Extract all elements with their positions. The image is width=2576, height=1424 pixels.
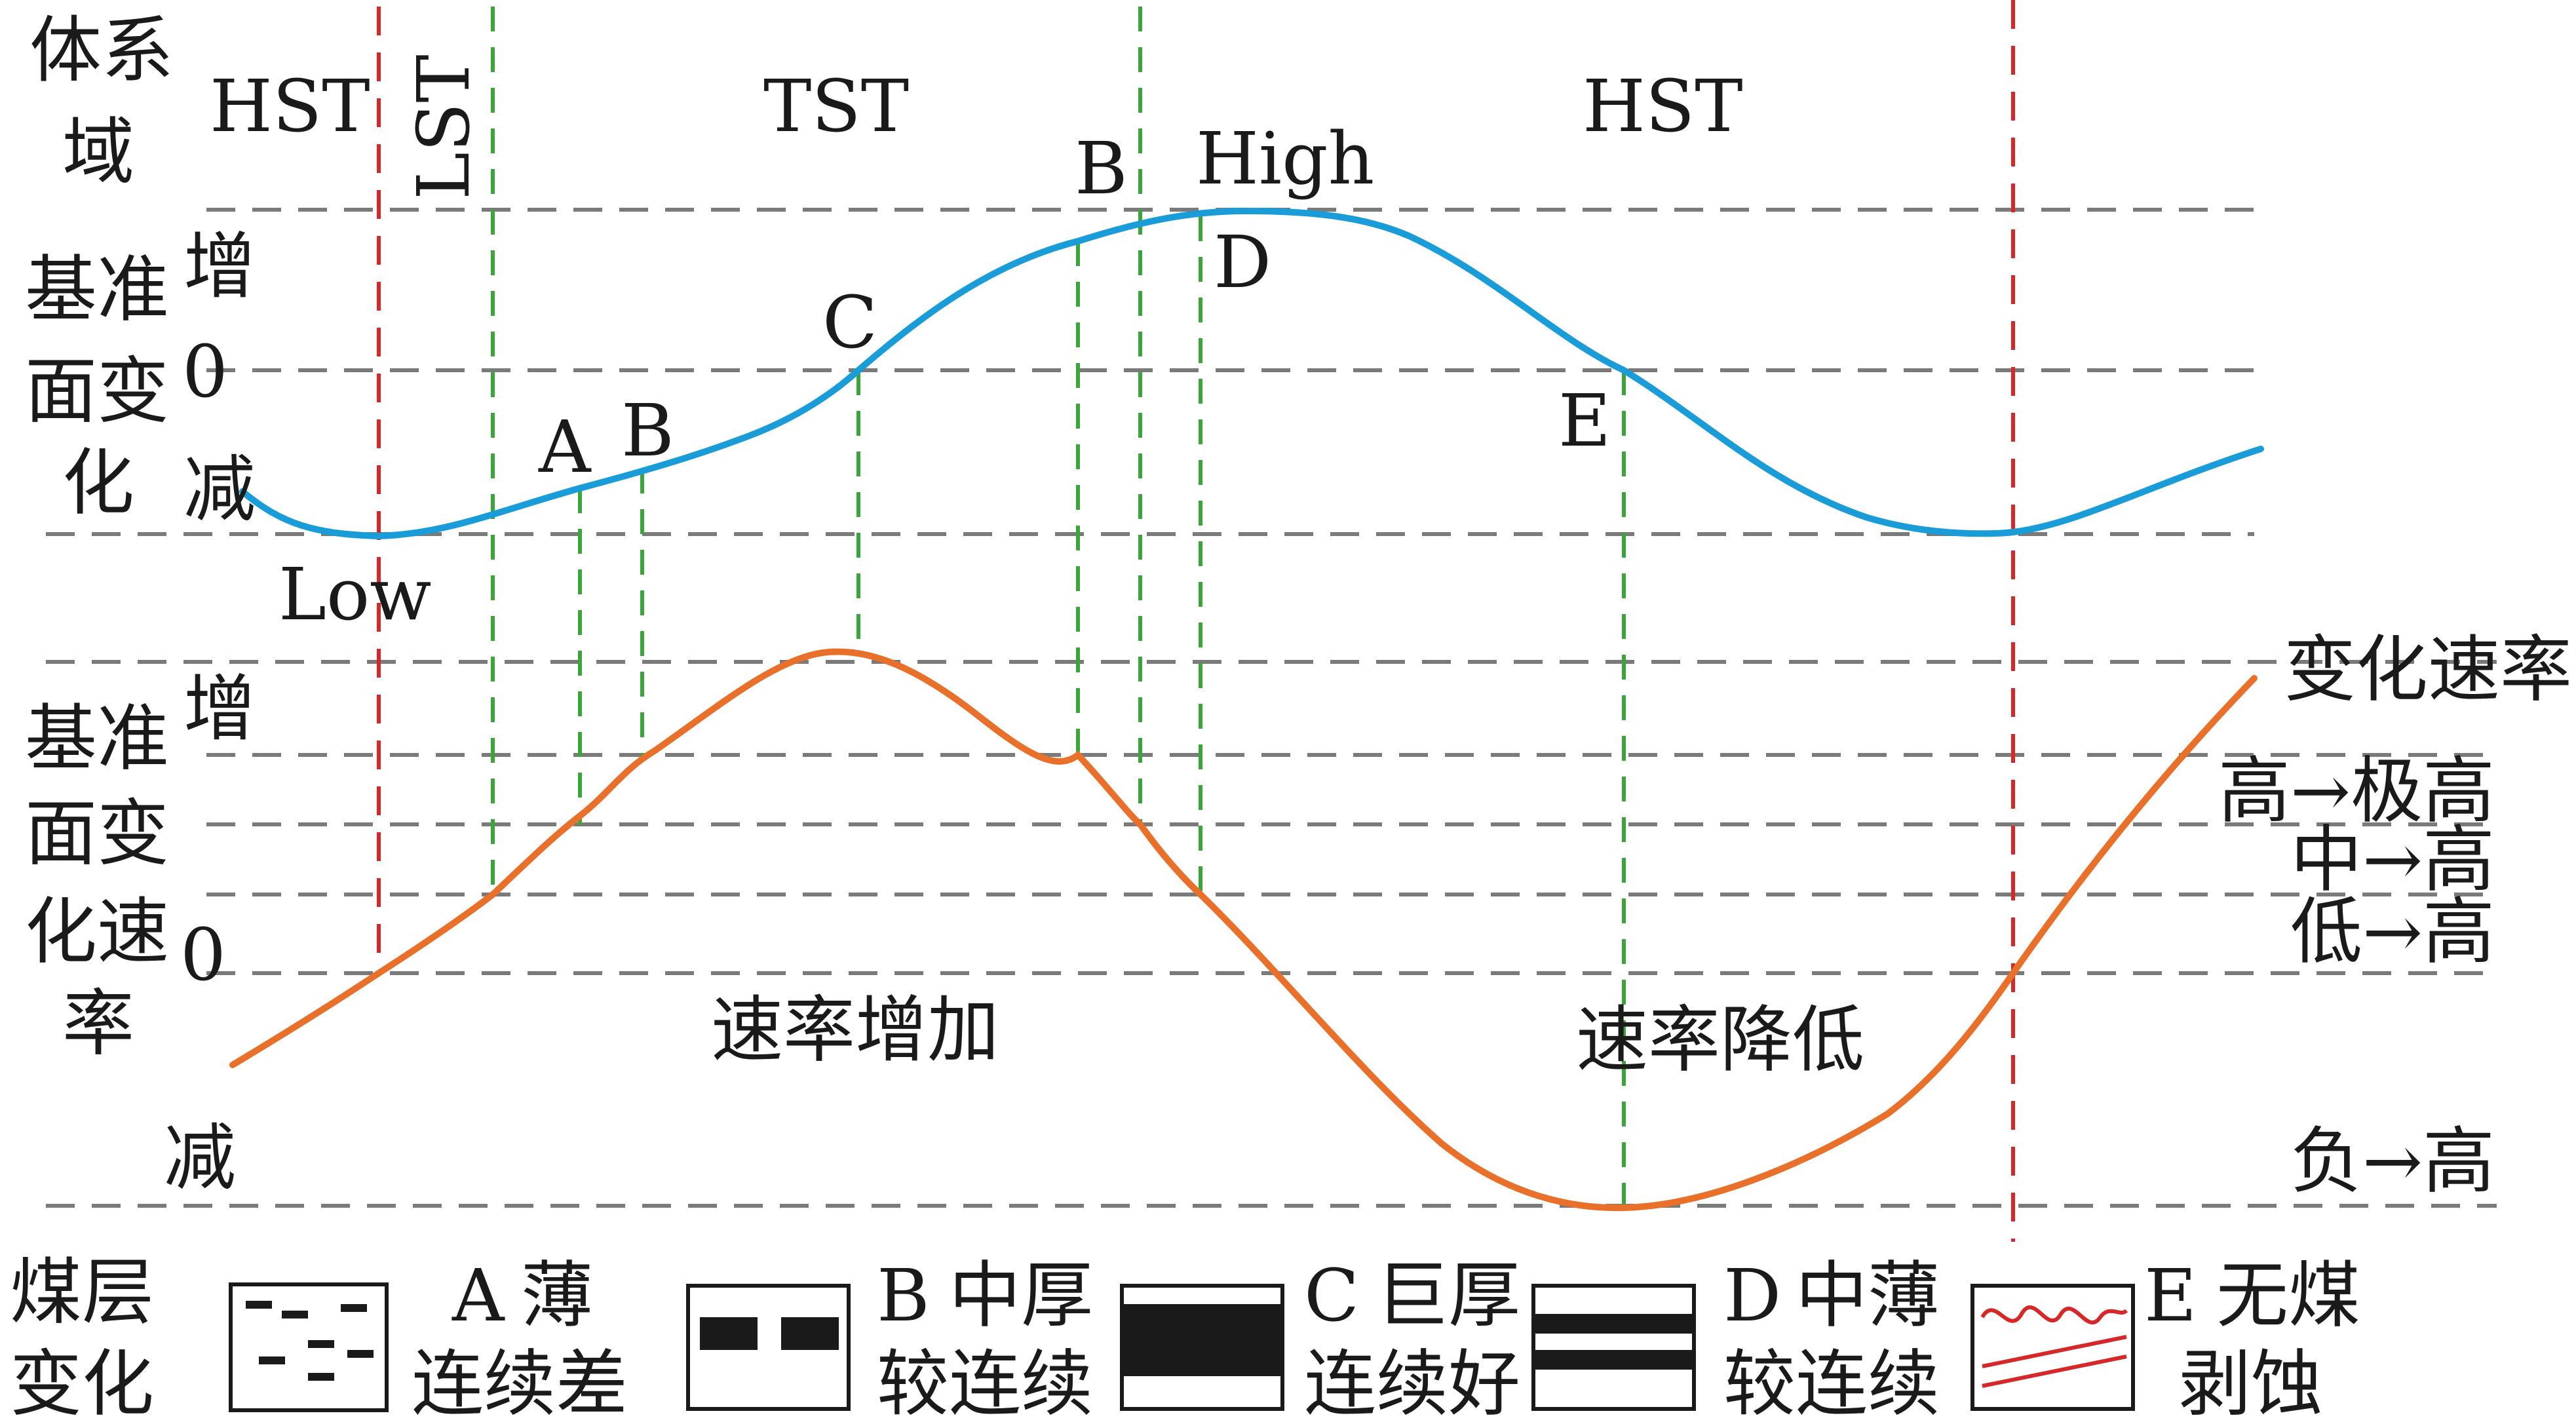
legend-e-line2: 剥蚀 <box>2179 1342 2323 1421</box>
rate-row-label-3: 化速 <box>25 890 169 974</box>
legend-item-b: B 中厚 较连续 <box>686 1254 1093 1424</box>
legend-c-block <box>1122 1304 1282 1376</box>
rate-decrease: 减 <box>164 1116 236 1200</box>
erosion-line-1 <box>1982 1335 2127 1368</box>
legend-b-line2: 较连续 <box>877 1342 1093 1421</box>
point-e: E <box>1558 379 1611 463</box>
rate-zero: 0 <box>180 913 226 997</box>
reference-lines <box>46 208 2497 1208</box>
rate-row-label-2: 面变 <box>25 792 169 876</box>
tract-lst: LST <box>402 54 486 200</box>
rate-curve <box>229 648 2258 1212</box>
erosion-wave-icon <box>1980 1305 2128 1324</box>
point-d: D <box>1214 220 1271 304</box>
tract-hst-right: HST <box>1583 64 1743 148</box>
legend-d-swatch <box>1531 1284 1696 1411</box>
rate-labels: 基准 面变 化速 率 增 0 减 速率增加 速率降低 变化速率 高→极高 中→高… <box>25 628 2572 1203</box>
baselevel-labels: 基准 面变 化 增 0 减 Low High A B C B D E <box>25 117 1611 636</box>
baselevel-low: Low <box>279 552 431 636</box>
tract-tst: TST <box>763 64 909 148</box>
legend-a-letter: A <box>452 1254 505 1337</box>
legend-d-letter: D <box>1723 1254 1781 1337</box>
legend-a-line1: 薄 <box>521 1254 593 1337</box>
baselevel-row-label-3: 化 <box>62 441 134 525</box>
legend-d-line2: 较连续 <box>1723 1342 1940 1421</box>
legend-c-line2: 连续好 <box>1304 1342 1520 1421</box>
legend-c-line1: 巨厚 <box>1376 1254 1520 1337</box>
legend-b-block-left <box>700 1317 758 1350</box>
baselevel-decrease: 减 <box>183 448 256 531</box>
legend-c-letter: C <box>1304 1254 1359 1337</box>
legend-row-label-2: 变化 <box>10 1342 154 1421</box>
point-c: C <box>822 280 877 364</box>
rate-right-title: 变化速率 <box>2284 628 2572 712</box>
baselevel-row-label-1: 基准 <box>25 248 169 332</box>
legend-e-letter: E <box>2144 1254 2197 1337</box>
legend-item-a: A 薄 连续差 <box>229 1254 628 1424</box>
rate-increase: 增 <box>183 667 256 751</box>
tract-row: 体系 域 HST LST TST HST <box>29 9 1743 200</box>
tract-row-label-2: 域 <box>62 110 134 194</box>
legend-row: 煤层 变化 A 薄 连续差 B 中厚 较连续 <box>10 1250 2360 1424</box>
marker-lines <box>491 7 1626 1206</box>
baselevel-high: High <box>1196 117 1374 201</box>
legend-b-block-right <box>781 1317 839 1350</box>
rate-up-label: 速率增加 <box>711 988 999 1072</box>
legend-row-label-1: 煤层 <box>10 1250 154 1334</box>
rate-row-label-4: 率 <box>62 982 134 1066</box>
tract-row-label-1: 体系 <box>29 9 174 92</box>
rate-level-3: 低→高 <box>2290 890 2495 974</box>
rate-down-label: 速率降低 <box>1576 998 1864 1082</box>
baselevel-row-label-2: 面变 <box>25 349 169 433</box>
baselevel-curve <box>239 207 2264 540</box>
legend-d-band-top <box>1533 1314 1694 1334</box>
legend-item-d: D 中薄 较连续 <box>1531 1254 1940 1424</box>
legend-b-letter: B <box>877 1254 930 1337</box>
legend-d-line1: 中薄 <box>1796 1254 1940 1337</box>
legend-item-c: C 巨厚 连续好 <box>1120 1254 1520 1424</box>
legend-e-swatch <box>1970 1284 2135 1411</box>
point-b1: B <box>621 389 674 472</box>
legend-a-dashes-icon <box>246 1301 374 1381</box>
legend-e-line1: 无煤 <box>2216 1254 2360 1337</box>
baselevel-zero: 0 <box>182 330 228 414</box>
legend-item-e: E 无煤 剥蚀 <box>1970 1254 2360 1424</box>
rate-level-1: 高→极高 <box>2218 749 2495 833</box>
tract-hst-left: HST <box>210 64 370 148</box>
boundary-lines <box>377 0 2015 1242</box>
erosion-line-2 <box>1982 1355 2127 1388</box>
point-b2: B <box>1075 126 1128 210</box>
rate-level-4: 负→高 <box>2290 1119 2495 1203</box>
legend-b-line1: 中厚 <box>949 1254 1093 1337</box>
rate-row-label-1: 基准 <box>25 697 169 780</box>
point-a: A <box>538 405 592 489</box>
legend-d-band-bottom <box>1533 1350 1694 1370</box>
legend-a-line2: 连续差 <box>412 1342 628 1421</box>
baselevel-increase: 增 <box>183 225 256 309</box>
rate-level-2: 中→高 <box>2290 818 2495 902</box>
